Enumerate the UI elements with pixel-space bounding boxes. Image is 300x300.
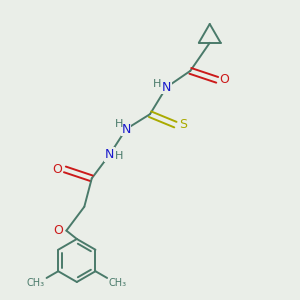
- Text: CH₃: CH₃: [27, 278, 45, 288]
- Text: S: S: [179, 118, 187, 131]
- Text: O: O: [53, 224, 63, 237]
- Text: CH₃: CH₃: [109, 278, 127, 288]
- Text: H: H: [153, 79, 161, 89]
- Text: O: O: [220, 73, 230, 86]
- Text: H: H: [115, 151, 123, 161]
- Text: N: N: [122, 123, 131, 136]
- Text: N: N: [162, 81, 171, 94]
- Text: H: H: [115, 119, 123, 129]
- Text: O: O: [52, 163, 62, 176]
- Text: N: N: [105, 148, 114, 161]
